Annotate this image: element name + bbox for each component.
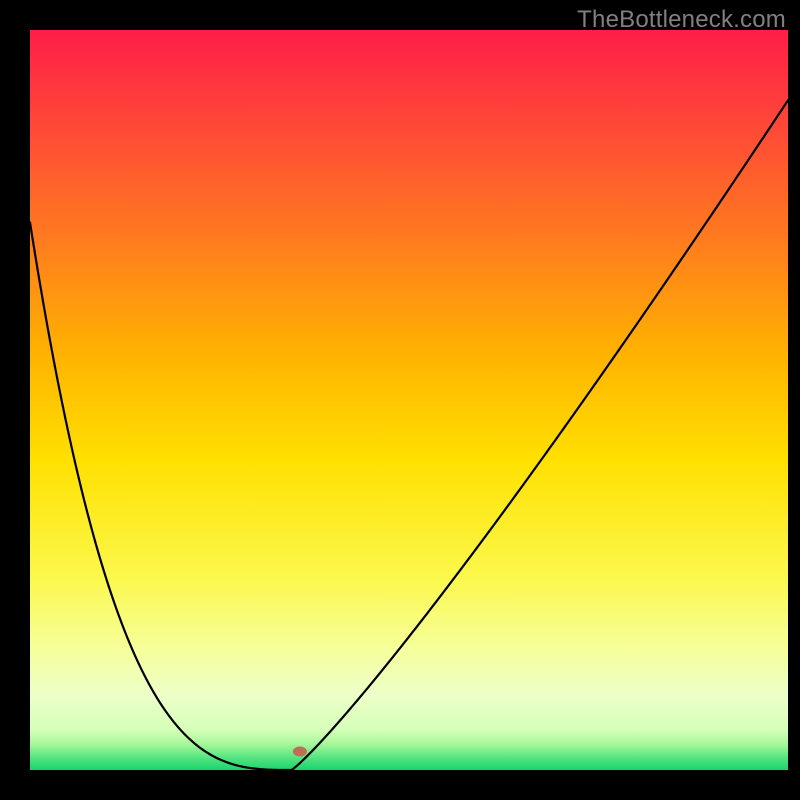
optimal-point-marker [30,30,788,770]
chart-root: TheBottleneck.com [0,0,800,800]
watermark-text: TheBottleneck.com [577,6,786,34]
plot-area [30,30,788,770]
